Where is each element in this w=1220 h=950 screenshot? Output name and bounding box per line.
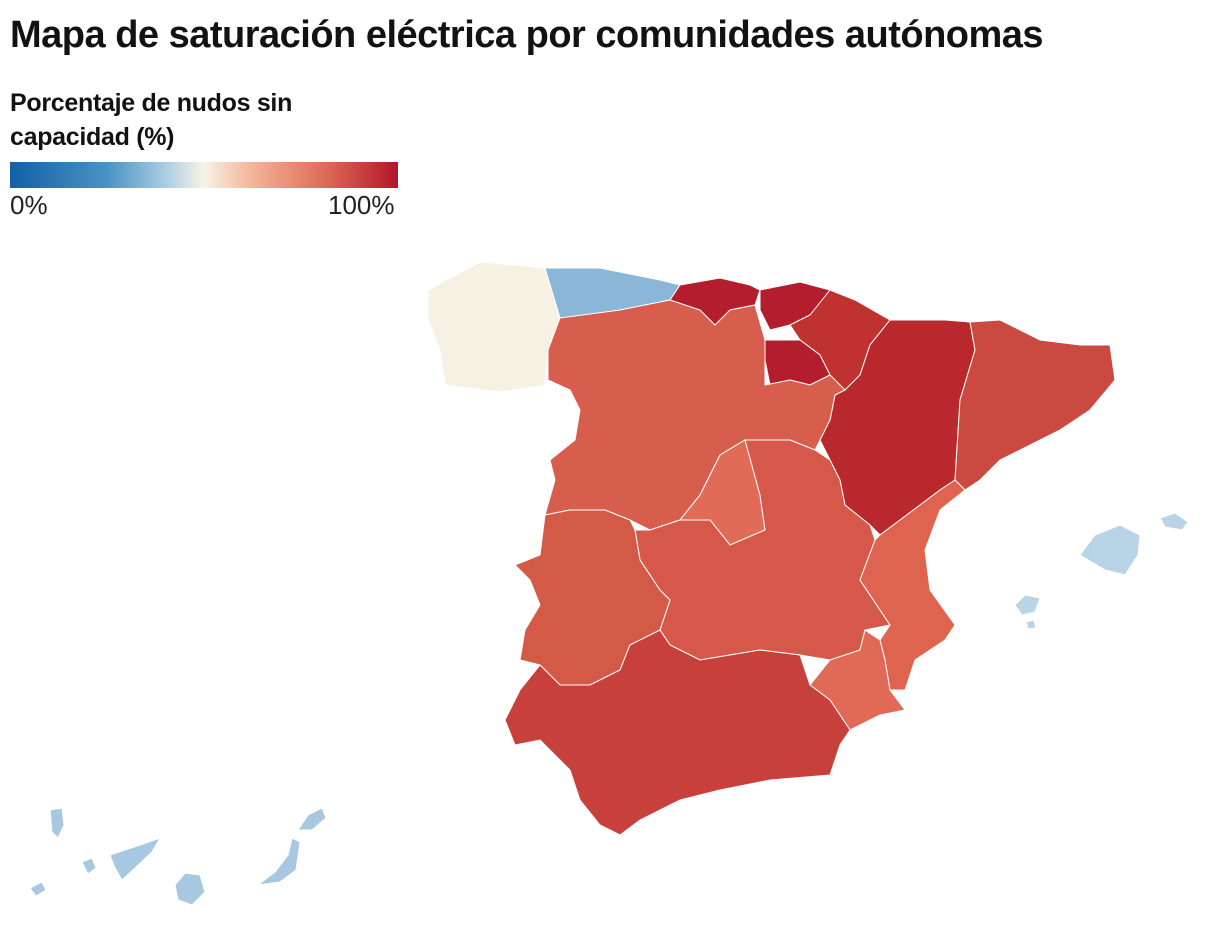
island-lanzarote[interactable] (297, 807, 327, 831)
region-cataluna[interactable] (954, 319, 1116, 491)
island-la-palma[interactable] (49, 807, 65, 839)
island-el-hierro[interactable] (29, 881, 47, 897)
region-baleares[interactable] (1014, 512, 1189, 630)
region-galicia[interactable] (427, 261, 561, 393)
legend-color-scale (10, 162, 398, 188)
island-mallorca[interactable] (1079, 524, 1141, 576)
page-title: Mapa de saturación eléctrica por comunid… (10, 14, 1044, 56)
island-ibiza[interactable] (1014, 594, 1041, 616)
region-canarias[interactable] (29, 807, 327, 906)
island-la-gomera[interactable] (81, 857, 97, 875)
region-andalucia[interactable] (504, 629, 851, 836)
legend-max-label: 100% (328, 190, 395, 220)
island-gran-canaria[interactable] (174, 872, 206, 906)
legend-min-label: 0% (10, 190, 48, 220)
island-tenerife[interactable] (109, 837, 162, 881)
island-menorca[interactable] (1159, 512, 1189, 531)
island-formentera[interactable] (1025, 619, 1037, 630)
legend-title: Porcentaje de nudos sin capacidad (%) (10, 89, 293, 151)
island-fuerteventura[interactable] (256, 837, 301, 886)
